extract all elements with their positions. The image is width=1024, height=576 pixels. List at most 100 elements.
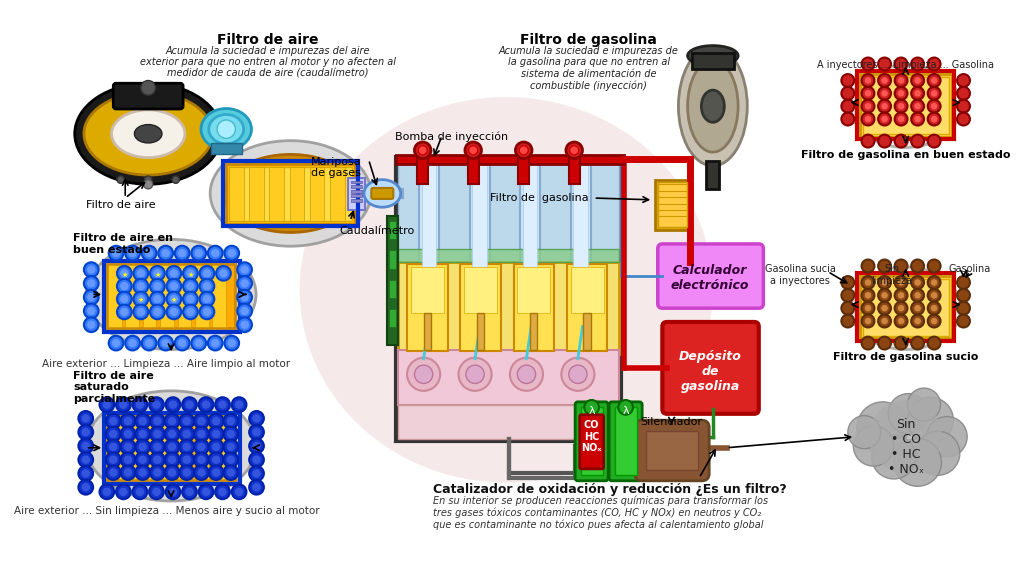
Circle shape [931,90,938,97]
Circle shape [150,484,164,499]
Circle shape [519,146,528,155]
Circle shape [135,487,144,497]
Circle shape [842,74,854,87]
Circle shape [252,469,261,478]
Circle shape [120,269,129,278]
Bar [351,190,362,192]
Circle shape [211,339,220,348]
Circle shape [124,455,132,464]
Circle shape [109,246,124,260]
Circle shape [226,468,236,477]
Bar [351,185,362,188]
Circle shape [102,400,112,409]
Circle shape [842,100,854,113]
Circle shape [195,414,209,429]
Circle shape [469,146,478,155]
Ellipse shape [300,97,713,483]
Circle shape [105,452,121,467]
Circle shape [182,416,191,426]
Circle shape [240,265,249,274]
Circle shape [226,429,236,438]
Circle shape [87,265,96,274]
Circle shape [879,276,891,289]
Circle shape [105,414,121,429]
Bar [517,267,550,313]
Circle shape [136,282,145,291]
Circle shape [911,260,924,272]
Circle shape [911,276,924,289]
Text: Gasolina sucia
a inyectores: Gasolina sucia a inyectores [765,264,836,286]
Bar [195,416,209,479]
Ellipse shape [84,92,212,175]
Circle shape [931,279,938,286]
Circle shape [144,176,152,183]
Circle shape [585,400,599,415]
Circle shape [81,427,90,437]
Circle shape [105,465,121,480]
Circle shape [238,290,252,305]
Circle shape [135,439,151,454]
Circle shape [183,279,198,294]
Circle shape [209,439,223,454]
Ellipse shape [679,47,748,166]
Circle shape [240,293,249,302]
Circle shape [169,269,178,278]
Circle shape [871,435,915,479]
Circle shape [928,74,941,87]
Circle shape [231,397,247,412]
Circle shape [217,120,236,138]
Circle shape [252,455,261,464]
Circle shape [161,248,170,257]
Bar [646,431,698,470]
Circle shape [895,260,907,272]
Text: Filtro de  gasolina: Filtro de gasolina [490,194,589,203]
Circle shape [931,115,938,123]
Text: λ: λ [589,406,595,415]
Bar [477,313,484,350]
Bar [857,273,954,341]
Bar [389,221,396,240]
Circle shape [928,87,941,100]
Circle shape [79,466,93,481]
Circle shape [84,290,98,305]
Text: ★: ★ [137,297,144,303]
Bar [464,267,497,313]
Circle shape [218,487,227,497]
Circle shape [182,429,191,438]
Ellipse shape [364,180,400,207]
Circle shape [911,87,924,100]
Circle shape [200,266,214,281]
Circle shape [197,429,206,438]
Bar [470,158,489,301]
Bar [387,217,398,345]
Circle shape [223,452,239,467]
Bar [461,264,501,351]
Circle shape [87,293,96,302]
Circle shape [109,442,118,452]
FancyBboxPatch shape [575,402,608,481]
Bar [570,158,591,301]
Circle shape [215,484,230,499]
Circle shape [117,266,132,281]
Ellipse shape [75,84,221,184]
Circle shape [861,58,874,70]
Ellipse shape [209,115,244,144]
Circle shape [907,388,941,421]
Text: Acumula la suciedad e impurezas del aire
exterior para que no entren al motor y : Acumula la suciedad e impurezas del aire… [139,46,395,79]
Circle shape [957,314,970,328]
Circle shape [151,439,165,454]
Text: Filtro de gasolina en buen estado: Filtro de gasolina en buen estado [801,150,1011,160]
Circle shape [928,100,941,113]
Circle shape [195,439,209,454]
Circle shape [864,115,871,123]
Circle shape [226,416,236,426]
Circle shape [185,294,195,304]
Circle shape [120,294,129,304]
Circle shape [895,113,907,126]
Circle shape [861,302,874,314]
Circle shape [914,115,922,123]
Circle shape [200,279,214,294]
Circle shape [218,400,227,409]
Bar [160,416,174,479]
Circle shape [124,416,132,426]
